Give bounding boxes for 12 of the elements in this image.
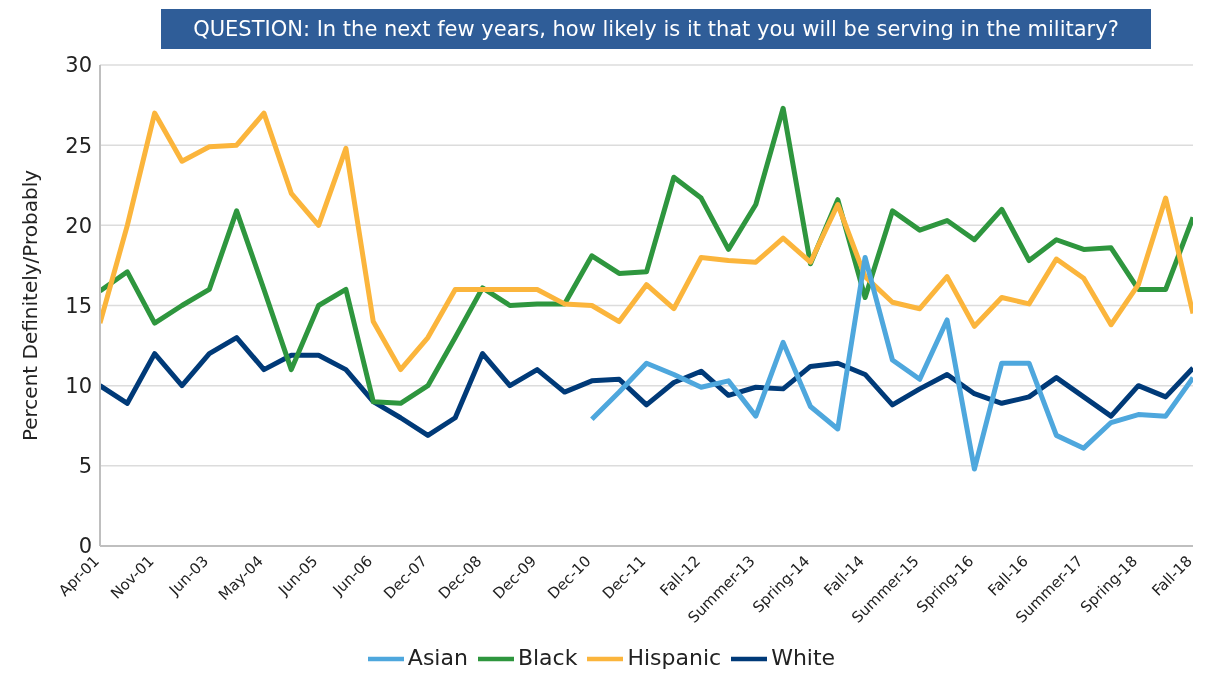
y-tick-label: 30 bbox=[65, 53, 92, 78]
legend-label: Hispanic bbox=[627, 645, 722, 670]
legend-label: Black bbox=[517, 645, 578, 670]
y-tick-label: 15 bbox=[65, 293, 92, 318]
y-tick-label: 25 bbox=[65, 133, 92, 158]
y-tick-label: 20 bbox=[65, 213, 92, 238]
y-tick-label: 10 bbox=[65, 374, 92, 399]
y-axis-title: Percent Definitely/Probably bbox=[18, 169, 43, 442]
legend-label: Asian bbox=[407, 645, 468, 670]
legend-label: White bbox=[771, 645, 836, 670]
y-tick-label: 5 bbox=[78, 454, 92, 479]
chart-title: QUESTION: In the next few years, how likely is it that you will be serving in the military? bbox=[161, 9, 1151, 49]
